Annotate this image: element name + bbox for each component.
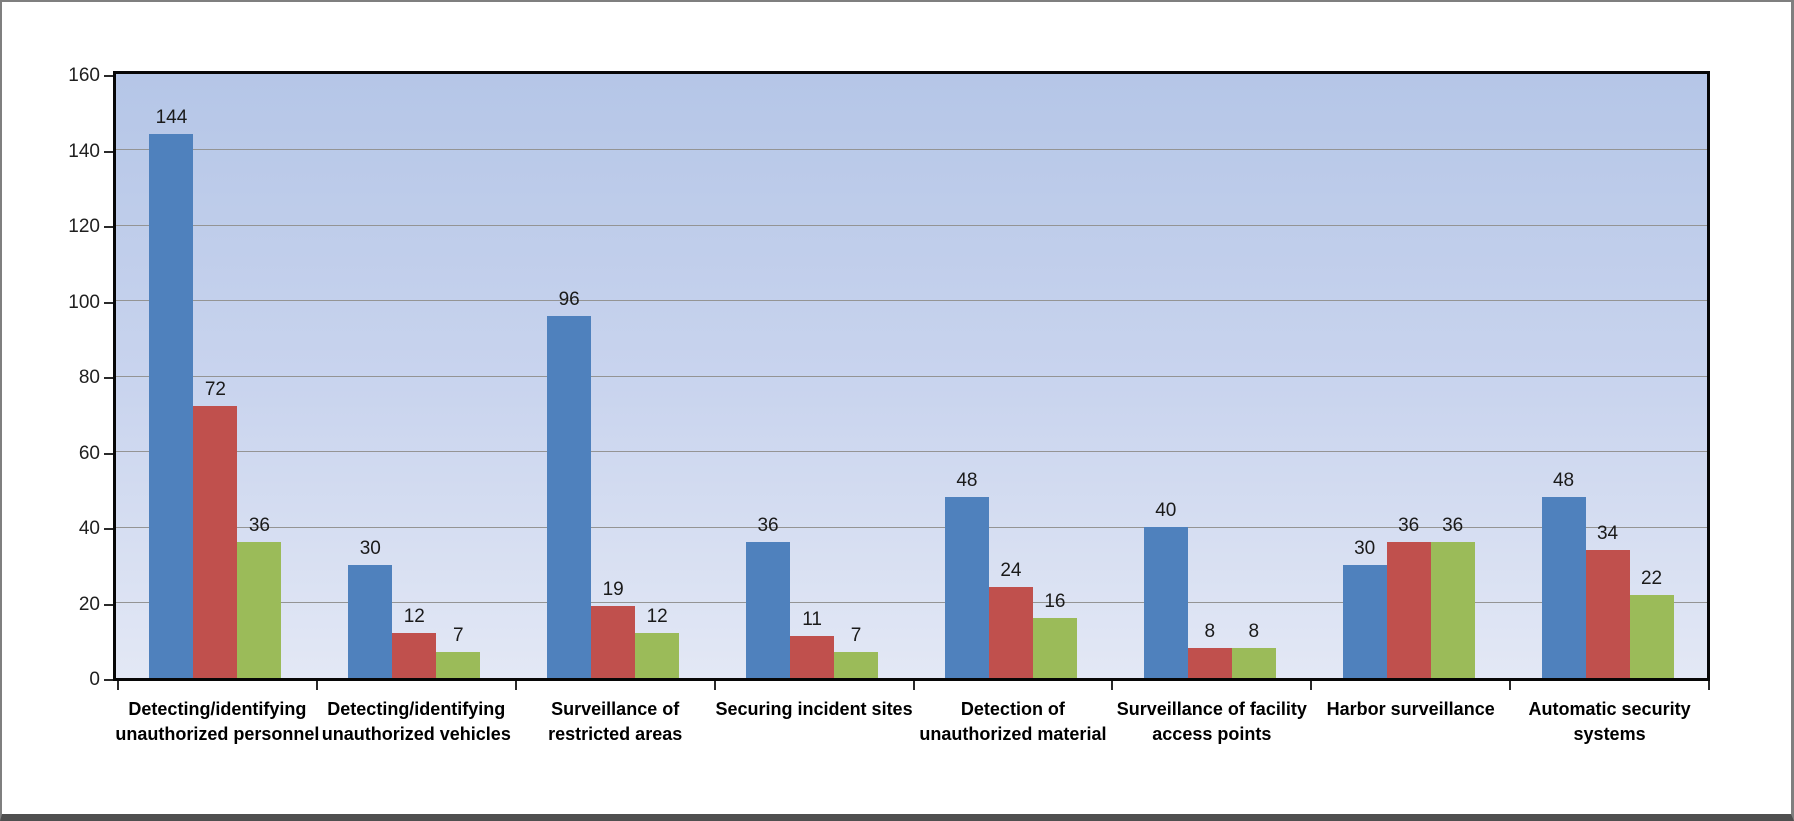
bar-cat1-series0 xyxy=(348,564,393,678)
bar-cat6-series0 xyxy=(1342,564,1387,678)
bar-value-label-cat3-series0: 36 xyxy=(757,515,779,537)
x-axis-tick-0 xyxy=(117,681,119,690)
y-axis-label-140: 140 xyxy=(68,140,100,162)
bar-cat7-series0 xyxy=(1541,496,1586,678)
bar-value-label-cat2-series1: 19 xyxy=(602,579,624,601)
bar-value-label-cat2-series2: 12 xyxy=(646,605,668,627)
y-axis-tick-140 xyxy=(104,150,113,153)
category-label-0: Detecting/identifying unauthorized perso… xyxy=(115,699,320,744)
y-axis-tick-20 xyxy=(104,603,113,606)
bar-cat3-series2 xyxy=(834,651,879,678)
y-axis-tick-60 xyxy=(104,452,113,455)
bar-value-label-cat1-series2: 7 xyxy=(453,624,464,646)
x-axis-tick-6 xyxy=(1310,681,1313,690)
bar-cat5-series2 xyxy=(1231,647,1276,678)
y-axis-tick-80 xyxy=(104,377,113,379)
bar-value-label-cat3-series1: 11 xyxy=(802,609,822,631)
bar-value-label-cat7-series2: 22 xyxy=(1640,567,1663,589)
gridline-120 xyxy=(116,224,1707,226)
bar-cat2-series0 xyxy=(547,315,592,678)
x-axis-tick-5 xyxy=(1111,681,1114,690)
bar-cat2-series2 xyxy=(635,632,680,678)
bar-value-label-cat1-series1: 12 xyxy=(403,605,425,627)
y-axis-label-80: 80 xyxy=(78,367,100,388)
bar-cat4-series0 xyxy=(944,496,989,678)
y-axis-label-60: 60 xyxy=(78,442,100,464)
bar-value-label-cat4-series0: 48 xyxy=(956,469,978,491)
bar-cat0-series1 xyxy=(193,406,238,678)
bar-value-label-cat6-series2: 36 xyxy=(1442,515,1464,537)
bar-value-label-cat7-series0: 48 xyxy=(1552,469,1575,491)
bar-cat6-series1 xyxy=(1386,542,1431,678)
gridline-60 xyxy=(116,451,1707,452)
y-axis-tick-0 xyxy=(104,679,113,681)
y-axis-tick-120 xyxy=(104,226,113,228)
x-axis-tick-2 xyxy=(514,681,517,690)
bar-cat2-series1 xyxy=(591,606,636,678)
bar-value-label-cat0-series0: 144 xyxy=(155,107,188,129)
x-axis-tick-1 xyxy=(315,681,318,690)
bar-cat0-series2 xyxy=(237,542,282,678)
bar-cat4-series2 xyxy=(1032,617,1077,678)
y-axis-label-120: 120 xyxy=(68,216,100,237)
bar-value-label-cat0-series2: 36 xyxy=(248,515,271,537)
x-axis-tick-4 xyxy=(912,681,915,690)
bar-cat1-series2 xyxy=(436,651,481,678)
bar-cat3-series0 xyxy=(746,542,791,678)
category-label-4: Detection of unauthorized material xyxy=(919,699,1107,744)
category-label-5: Surveillance of facility access points xyxy=(1116,699,1307,744)
bar-cat5-series1 xyxy=(1187,647,1232,678)
bar-cat7-series2 xyxy=(1629,594,1674,678)
category-label-7: Automatic security systems xyxy=(1528,699,1691,744)
category-label-1: Detecting/identifying unauthorized vehic… xyxy=(321,699,511,744)
bar-value-label-cat3-series2: 7 xyxy=(850,624,862,646)
bar-value-label-cat5-series1: 8 xyxy=(1204,620,1216,642)
gridline-40 xyxy=(116,526,1707,528)
bar-value-label-cat4-series2: 16 xyxy=(1044,590,1066,612)
gridline-20 xyxy=(116,602,1707,603)
bar-value-label-cat0-series1: 72 xyxy=(204,379,227,401)
bar-value-label-cat4-series1: 24 xyxy=(1000,560,1022,582)
y-axis-tick-40 xyxy=(104,528,113,530)
y-axis-tick-100 xyxy=(104,301,113,304)
x-axis-tick-3 xyxy=(713,681,716,690)
y-axis-tick-160 xyxy=(104,75,113,77)
y-axis-label-40: 40 xyxy=(78,518,100,539)
bar-value-label-cat6-series0: 30 xyxy=(1354,537,1376,559)
x-axis-tick-8 xyxy=(1708,681,1710,690)
gridline-100 xyxy=(116,300,1707,301)
gridline-140 xyxy=(116,149,1707,150)
bar-cat7-series1 xyxy=(1585,549,1630,678)
bar-value-label-cat7-series1: 34 xyxy=(1596,522,1619,544)
category-label-2: Surveillance of restricted areas xyxy=(548,699,683,744)
category-label-3: Securing incident sites xyxy=(715,699,913,719)
bar-cat6-series2 xyxy=(1430,542,1475,678)
y-axis-label-100: 100 xyxy=(68,291,100,313)
bar-value-label-cat5-series0: 40 xyxy=(1155,500,1177,521)
bar-cat1-series1 xyxy=(392,632,437,678)
plot-area: 144 72 36 30 12 7 96 19 12 36 11 7 48 24 16 40 8 8 30 36 36 4… xyxy=(113,71,1710,681)
bar-value-label-cat1-series0: 30 xyxy=(359,537,381,559)
y-axis-label-0: 0 xyxy=(89,669,100,690)
bar-value-label-cat6-series1: 36 xyxy=(1398,515,1420,537)
bar-cat4-series1 xyxy=(988,587,1033,678)
bar-value-label-cat5-series2: 8 xyxy=(1248,620,1260,642)
bar-cat0-series0 xyxy=(149,134,194,678)
bar-cat3-series1 xyxy=(790,636,835,678)
gridline-80 xyxy=(116,375,1707,377)
category-label-6: Harbor surveillance xyxy=(1326,699,1495,719)
bar-cat5-series0 xyxy=(1143,527,1188,678)
y-axis-label-160: 160 xyxy=(68,65,100,86)
x-axis-tick-7 xyxy=(1509,681,1512,690)
bar-value-label-cat2-series0: 96 xyxy=(558,288,580,310)
y-axis-label-20: 20 xyxy=(78,593,100,615)
